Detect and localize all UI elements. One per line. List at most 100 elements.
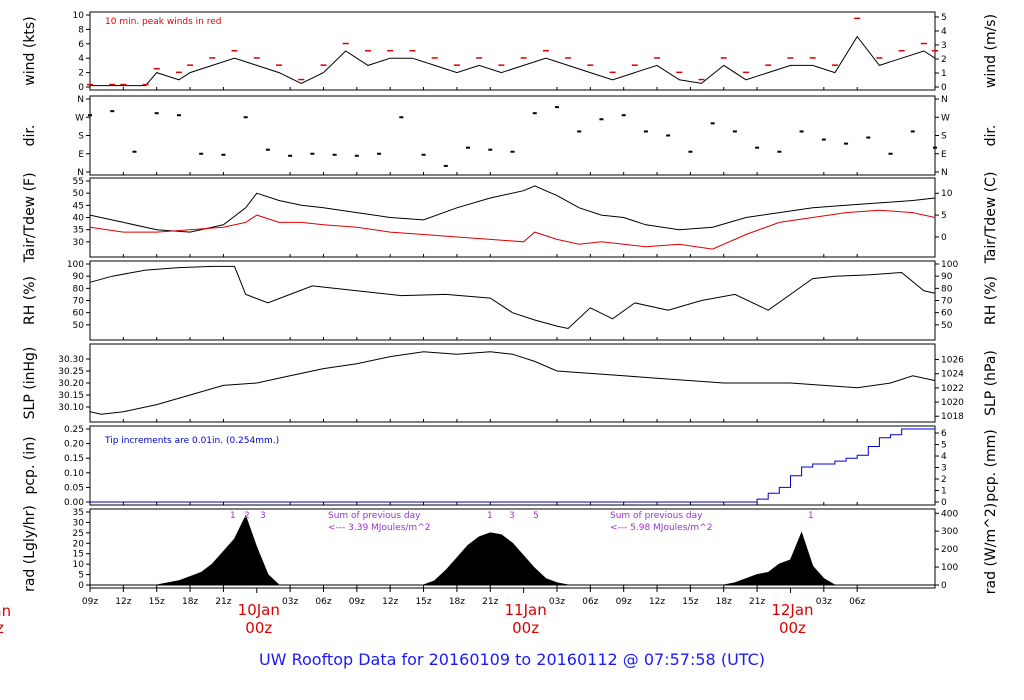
peak-wind-mark [231, 50, 238, 52]
peak-wind-mark [765, 64, 772, 66]
date-hour-label: 00z [512, 619, 539, 637]
dir-point [599, 118, 604, 121]
peak-wind-mark [120, 83, 127, 86]
left-date-hour: z [0, 619, 4, 637]
slp-frame [89, 343, 936, 423]
y-tick-label-right: 5 [941, 211, 947, 221]
y-tick-label-right: 200 [941, 545, 958, 555]
x-tick-label: 15z [415, 597, 431, 607]
y-tick-label-right: 1020 [941, 398, 964, 408]
y-tick-label-right: 2 [941, 475, 947, 485]
y-tick-label: E [78, 150, 84, 160]
x-tick-label: 15z [682, 597, 698, 607]
temp-ylabel-right: Tair/Tdew (C) [983, 172, 999, 265]
peak-wind-mark [520, 57, 527, 59]
x-tick-label: 12z [649, 597, 665, 607]
peak-wind-mark [153, 68, 160, 70]
peak-wind-mark [720, 57, 727, 59]
y-tick-label: 35 [73, 508, 84, 518]
y-tick-label-right: 4 [941, 27, 947, 37]
dir-point [88, 114, 92, 117]
y-tick-label-right: 6 [941, 429, 947, 439]
temp-panel: Tair/Tdew (F) Tair/Tdew (C) 30 35 40 45 50 55 0 5… [22, 172, 999, 265]
y-tick-label: 50 [73, 321, 85, 331]
rh-ylabel-right: RH (%) [983, 276, 999, 325]
y-tick-label: 50 [73, 189, 85, 199]
rad-annotation-2b: <--- 5.98 MJoules/m^2 [610, 523, 712, 533]
x-tick-label: 21z [482, 597, 498, 607]
rad-frame [89, 508, 936, 589]
y-tick-label: 8 [78, 25, 84, 35]
x-tick-label: 06z [849, 597, 865, 607]
peak-wind-mark [298, 78, 305, 81]
y-tick-label-right: 4 [941, 452, 947, 462]
y-tick-label: 30 [73, 238, 85, 248]
x-axis: 09z 12z 15z 18z 21z 03z 06z 09z 12z 15z 18z 21z 03z 0… [82, 588, 866, 637]
pcp-ylabel: pcp. (in) [22, 436, 38, 494]
pcp-line [90, 428, 935, 503]
peak-wind-mark [676, 71, 683, 74]
peak-wind-mark [453, 64, 460, 66]
peak-wind-mark [742, 71, 749, 74]
y-tick-label-right: 0 [941, 233, 947, 243]
peak-wind-mark [187, 64, 194, 66]
dir-point [243, 116, 248, 119]
peak-wind-mark [698, 78, 705, 81]
wind-panel: wind (kts) wind (m/s) 0 2 4 6 8 10 0 1 2 3 4 5 [22, 11, 999, 93]
y-tick-label: 80 [73, 284, 85, 294]
x-tick-label: 03z [816, 597, 832, 607]
temp-frame [89, 177, 936, 258]
y-tick-label: 20 [73, 539, 85, 549]
y-tick-label: 100 [67, 260, 84, 270]
rad-annotation-1b: <--- 3.39 MJoules/m^2 [328, 523, 430, 533]
dir-point [488, 148, 493, 151]
dir-point [688, 150, 693, 153]
peak-wind-mark [409, 50, 416, 52]
y-tick-label-right: S [941, 132, 947, 142]
y-tick-label: 0.15 [64, 454, 84, 464]
y-tick-label: 0 [78, 83, 84, 93]
dir-ylabel-right: dir. [983, 125, 999, 147]
dir-point [421, 153, 426, 156]
dir-point [399, 116, 404, 119]
y-tick-label: 30.15 [58, 391, 84, 401]
y-tick-label-right: 1024 [941, 370, 964, 380]
slp-panel: SLP (inHg) SLP (hPa) 30.10 30.15 30.20 30.25 3… [22, 343, 999, 423]
peak-wind-mark [587, 64, 594, 66]
peak-wind-mark [253, 57, 260, 59]
x-tick-label: 21z [215, 597, 231, 607]
x-tick-label: 18z [449, 597, 465, 607]
peak-wind-mark [565, 57, 572, 59]
peak-wind-mark [542, 50, 549, 52]
dir-point [732, 130, 737, 133]
wind-annotation: 10 min. peak winds in red [105, 17, 222, 27]
y-tick-label-right: N [941, 95, 948, 105]
y-tick-label: 30 [73, 518, 85, 528]
y-tick-label-right: 5 [941, 441, 947, 451]
y-tick-label-right: 1018 [941, 412, 964, 422]
rh-frame [89, 260, 936, 341]
peak-wind-mark [87, 83, 93, 86]
y-tick-label: 60 [73, 309, 85, 319]
y-tick-label: 40 [73, 214, 85, 224]
y-tick-label-right: 90 [941, 272, 953, 282]
dir-point [332, 153, 337, 156]
pcp-frame [89, 425, 936, 506]
y-tick-label: 90 [73, 272, 85, 282]
x-tick-label: 12z [382, 597, 398, 607]
dir-frame [89, 95, 936, 176]
peak-wind-mark [787, 57, 794, 59]
dir-point [910, 130, 915, 133]
x-tick-label: 06z [315, 597, 331, 607]
y-tick-label-right: 1022 [941, 384, 964, 394]
y-tick-label-right: N [941, 168, 948, 178]
y-tick-label: 30.25 [58, 367, 84, 377]
dir-point [466, 146, 471, 149]
y-tick-label-right: 0 [941, 581, 947, 591]
rad-marker: 5 [533, 511, 539, 521]
rad-marker: 1 [808, 511, 814, 521]
y-tick-label: 30.20 [58, 379, 84, 389]
date-label: 11Jan [505, 601, 547, 619]
dir-point [621, 114, 626, 117]
